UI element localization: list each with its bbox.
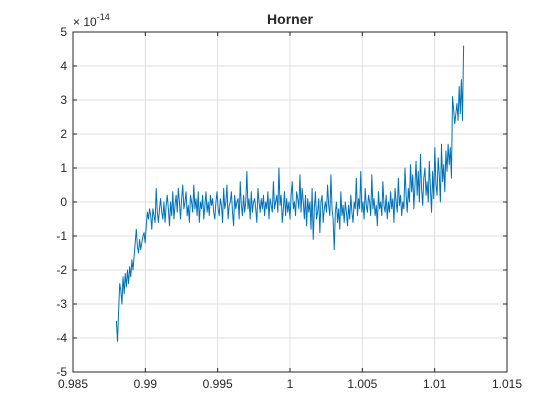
y-tick-label: 1 — [60, 161, 67, 175]
y-tick-label: -5 — [56, 365, 67, 379]
y-tick-label: -1 — [56, 229, 67, 243]
series-line — [115, 45, 465, 342]
x-tick-label: 0.995 — [203, 377, 233, 391]
y-exponent-power: -14 — [97, 12, 110, 22]
y-tick-label: 0 — [60, 195, 67, 209]
y-tick-label: -4 — [56, 331, 67, 345]
y-tick-label: -3 — [56, 297, 67, 311]
x-tick-label: 0.985 — [58, 377, 88, 391]
y-tick-label: 4 — [60, 59, 67, 73]
y-tick-label: -2 — [56, 263, 67, 277]
x-tick-label: 1.005 — [347, 377, 377, 391]
x-tick-label: 1 — [287, 377, 294, 391]
y-exponent-base: × 10 — [73, 15, 97, 29]
x-tick-label: 1.015 — [492, 377, 522, 391]
y-tick-label: 3 — [60, 93, 67, 107]
y-tick-label: 2 — [60, 127, 67, 141]
ticks: 0.985 0.99 0.995 1 1.005 1.01 1.015 -5 -4 -3 -2 -1 0… — [56, 25, 522, 391]
y-axis-exponent: × 10-14 — [73, 12, 110, 29]
x-tick-label: 1.01 — [423, 377, 447, 391]
chart-title: Horner — [267, 11, 313, 27]
x-tick-label: 0.99 — [134, 377, 158, 391]
y-tick-label: 5 — [60, 25, 67, 39]
